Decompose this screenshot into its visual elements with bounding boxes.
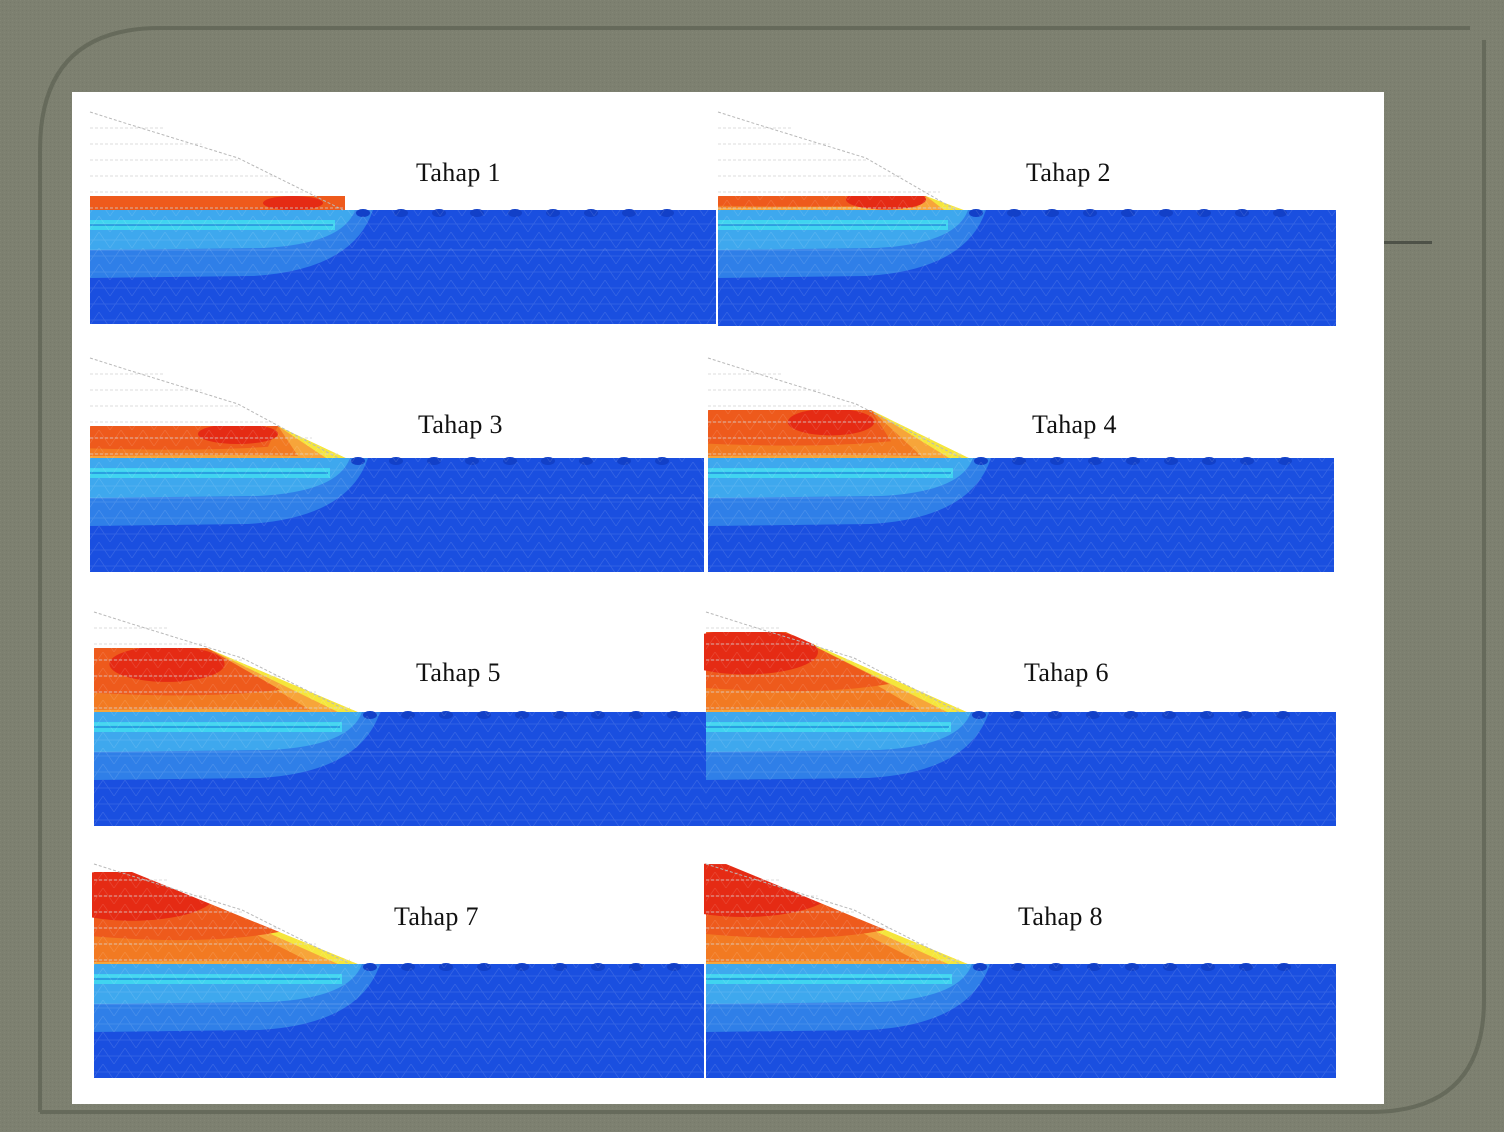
max-pressure-zone	[263, 196, 323, 210]
final-embankment-outline	[705, 863, 961, 965]
accent-line	[1384, 241, 1432, 244]
background	[718, 104, 1334, 210]
fe-mesh	[718, 196, 964, 210]
background	[706, 856, 1334, 964]
final-embankment-outline	[93, 611, 351, 713]
stage-title: Tahap 4	[1032, 410, 1117, 439]
contour-plot	[89, 350, 704, 572]
stage-panel-7: Tahap 7	[92, 856, 732, 1096]
contour-plot	[704, 604, 1336, 826]
final-embankment-outline	[717, 111, 957, 211]
final-embankment-outline	[93, 863, 351, 965]
fe-mesh	[94, 648, 358, 712]
fe-mesh	[706, 964, 1336, 1078]
background	[90, 350, 702, 458]
background	[94, 856, 702, 964]
fe-mesh	[90, 458, 704, 572]
fe-mesh	[708, 458, 1334, 572]
background	[90, 104, 714, 196]
fe-mesh	[90, 426, 346, 458]
background	[94, 604, 704, 712]
contour-plot	[704, 856, 1336, 1078]
stage-panel-2: Tahap 2	[716, 104, 1356, 344]
stage-panel-3: Tahap 3	[88, 350, 728, 590]
fe-mesh	[718, 210, 1336, 326]
stage-panel-6: Tahap 6	[704, 604, 1344, 844]
stage-panel-8: Tahap 8	[704, 856, 1344, 1096]
contour-plot	[707, 350, 1334, 572]
background	[706, 604, 1334, 712]
contour-plot	[89, 104, 716, 324]
stage-title: Tahap 6	[1024, 658, 1109, 687]
contour-plot	[92, 856, 704, 1078]
fe-mesh	[94, 712, 706, 826]
stage-title: Tahap 3	[418, 410, 503, 439]
fe-mesh	[706, 712, 1336, 826]
stage-title: Tahap 7	[394, 902, 479, 931]
background	[708, 350, 1332, 458]
stage-title: Tahap 1	[416, 158, 501, 187]
stage-panel-4: Tahap 4	[706, 350, 1346, 590]
fe-mesh	[90, 210, 716, 324]
stage-title: Tahap 5	[416, 658, 501, 687]
final-embankment-outline	[707, 357, 962, 459]
fe-mesh	[94, 872, 358, 964]
contour-plot	[93, 604, 706, 826]
stage-panel-1: Tahap 1	[88, 104, 728, 344]
fe-mesh	[708, 410, 969, 458]
contour-plot	[717, 104, 1336, 326]
stage-panel-5: Tahap 5	[92, 604, 732, 844]
stage-title: Tahap 8	[1018, 902, 1103, 931]
fe-mesh	[94, 964, 704, 1078]
fe-mesh	[706, 632, 967, 712]
stage-title: Tahap 2	[1026, 158, 1111, 187]
fe-mesh	[706, 864, 968, 964]
final-embankment-outline	[89, 111, 344, 211]
